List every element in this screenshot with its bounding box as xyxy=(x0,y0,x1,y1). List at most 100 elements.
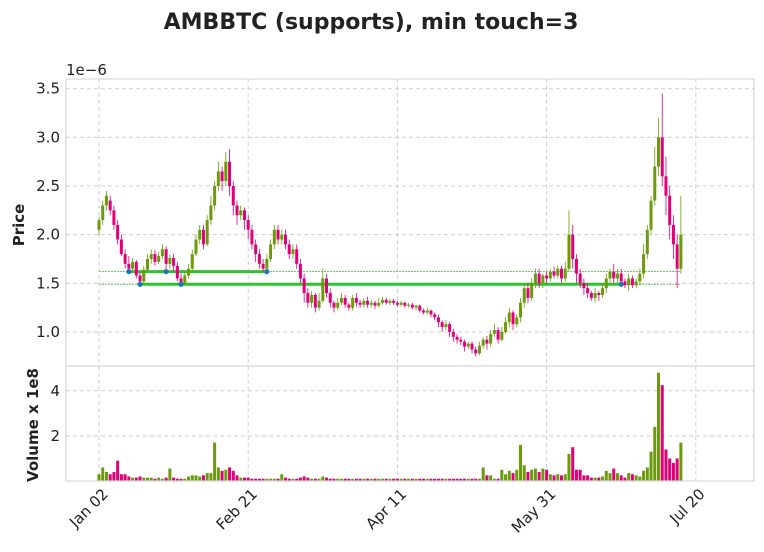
volume-bar xyxy=(675,458,679,481)
volume-bar xyxy=(623,477,627,481)
volume-bar xyxy=(440,478,444,481)
volume-bar xyxy=(242,477,246,481)
candle-body xyxy=(231,186,235,206)
volume-bar xyxy=(97,474,101,481)
volume-bar xyxy=(261,478,265,481)
candle-body xyxy=(601,288,605,295)
candle-body xyxy=(571,234,575,259)
candle-body xyxy=(545,275,549,279)
candle-body xyxy=(653,166,657,201)
volume-bar xyxy=(321,476,325,481)
candle-body xyxy=(358,302,362,305)
volume-bar xyxy=(567,453,571,481)
candle-body xyxy=(395,302,399,305)
candle-body xyxy=(560,268,564,279)
candle-body xyxy=(567,234,571,269)
candle-body xyxy=(634,281,638,286)
volume-bar xyxy=(194,475,198,481)
volume-bar xyxy=(265,478,269,481)
volume-bar xyxy=(627,473,631,481)
candle-body xyxy=(131,261,135,269)
candle-body xyxy=(410,304,414,308)
volume-bar xyxy=(198,476,202,481)
volume-y-tick: 4 xyxy=(50,382,60,400)
candle-body xyxy=(448,324,452,332)
candle-body xyxy=(276,229,280,240)
candle-body xyxy=(298,263,302,279)
candle-body xyxy=(403,302,407,306)
candle-body xyxy=(257,254,261,264)
volume-bar xyxy=(257,478,261,481)
volume-bar xyxy=(269,478,273,481)
volume-bar xyxy=(101,467,105,481)
candle-body xyxy=(664,176,668,196)
volume-bar xyxy=(653,426,657,481)
volume-bar xyxy=(422,478,426,481)
volume-bar xyxy=(175,478,179,481)
volume-bar xyxy=(392,478,396,481)
candle-body xyxy=(216,171,220,187)
volume-bar xyxy=(522,465,526,481)
volume-axis-label: Volume x 1e8 xyxy=(24,368,42,482)
volume-bar xyxy=(601,476,605,481)
candle-body xyxy=(451,331,455,337)
volume-bar xyxy=(272,478,276,481)
candle-body xyxy=(612,271,616,279)
candle-body xyxy=(250,229,254,245)
volume-bar xyxy=(410,478,414,481)
candle-body xyxy=(541,275,545,284)
volume-bar xyxy=(418,478,422,481)
candle-body xyxy=(657,137,660,167)
volume-bar xyxy=(496,478,500,481)
candle-body xyxy=(675,244,679,269)
volume-bar xyxy=(395,478,399,481)
volume-bar xyxy=(403,478,407,481)
volume-bar xyxy=(369,478,373,481)
volume-bar xyxy=(284,477,287,481)
candle-body xyxy=(597,293,601,295)
candle-body xyxy=(630,278,634,286)
volume-bar xyxy=(358,478,362,481)
candle-body xyxy=(380,299,384,303)
candle-body xyxy=(645,229,649,255)
volume-bar xyxy=(239,477,243,481)
support-touch-marker xyxy=(178,281,184,287)
volume-bar xyxy=(254,478,258,481)
candle-body xyxy=(668,195,672,225)
volume-bar xyxy=(455,478,459,481)
candle-body xyxy=(593,293,597,298)
candle-body xyxy=(179,278,183,284)
volume-bar xyxy=(138,476,142,481)
volume-bar xyxy=(291,478,295,481)
candle-body xyxy=(254,244,258,255)
price-y-tick: 1.0 xyxy=(36,323,60,341)
volume-grid xyxy=(66,390,754,437)
price-y-tick-labels: 1.0 1.5 2.0 2.5 3.0 3.5 xyxy=(36,80,60,341)
volume-bar xyxy=(604,470,608,481)
candle-body xyxy=(164,249,168,264)
volume-bar xyxy=(224,469,228,481)
volume-bar xyxy=(216,467,220,481)
candle-body xyxy=(485,339,489,344)
candle-body xyxy=(104,195,108,206)
candle-body xyxy=(369,302,373,305)
price-y-tick: 3.5 xyxy=(36,80,60,98)
volume-bar xyxy=(153,478,157,481)
volume-bar xyxy=(563,474,567,481)
candle-body xyxy=(280,234,284,240)
candle-body xyxy=(556,268,560,276)
candle-body xyxy=(116,224,120,240)
volume-bar xyxy=(552,475,556,481)
volume-bar xyxy=(608,473,612,481)
candle-body xyxy=(679,234,683,269)
volume-bar xyxy=(399,478,403,481)
candle-body xyxy=(608,271,612,279)
support-touch-marker xyxy=(618,281,624,287)
candle-body xyxy=(183,275,187,284)
x-tick-label: Feb 21 xyxy=(213,485,261,533)
candle-body xyxy=(552,271,556,276)
volume-bar xyxy=(183,478,187,481)
candle-body xyxy=(627,278,631,286)
candle-body xyxy=(522,288,526,303)
candle-body xyxy=(582,283,586,289)
